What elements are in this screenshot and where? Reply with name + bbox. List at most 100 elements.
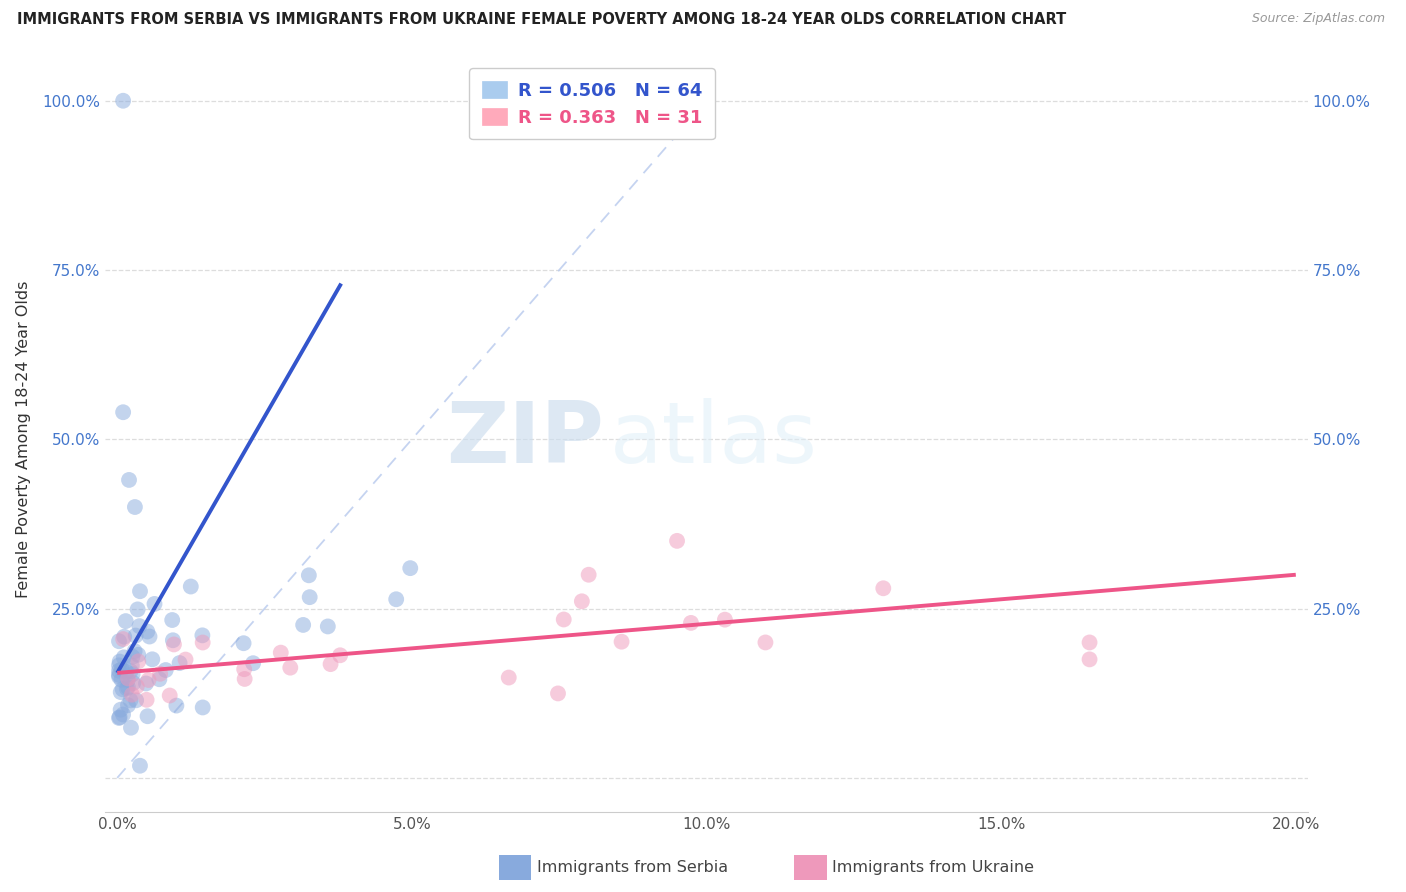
Point — [111, 662, 134, 676]
Point — [547, 686, 569, 700]
Point — [108, 634, 131, 648]
Point — [316, 619, 339, 633]
Point — [148, 672, 170, 686]
Point — [872, 582, 894, 596]
Point — [136, 624, 159, 639]
Point — [159, 689, 181, 703]
Point — [124, 644, 146, 658]
Text: IMMIGRANTS FROM SERBIA VS IMMIGRANTS FROM UKRAINE FEMALE POVERTY AMONG 18-24 YEA: IMMIGRANTS FROM SERBIA VS IMMIGRANTS FRO… — [17, 12, 1066, 27]
Point — [232, 636, 254, 650]
Text: Immigrants from Ukraine: Immigrants from Ukraine — [832, 860, 1035, 874]
Point — [163, 637, 186, 651]
Point — [108, 710, 131, 724]
Point — [292, 618, 315, 632]
Point — [111, 682, 134, 697]
Point — [124, 629, 146, 643]
Point — [121, 658, 143, 673]
Point — [1078, 635, 1101, 649]
Text: atlas: atlas — [610, 398, 818, 481]
Point — [124, 500, 146, 514]
Point — [112, 630, 135, 644]
Point — [120, 664, 142, 678]
Point — [141, 652, 163, 666]
Point — [110, 703, 132, 717]
Text: ZIP: ZIP — [447, 398, 605, 481]
Point — [169, 656, 191, 670]
Point — [233, 662, 256, 676]
Point — [108, 668, 131, 682]
Point — [127, 648, 149, 662]
Point — [191, 635, 214, 649]
Point — [136, 709, 159, 723]
Point — [191, 628, 214, 642]
Point — [117, 672, 139, 686]
Point — [143, 597, 166, 611]
Point — [138, 673, 160, 687]
Point — [121, 667, 143, 681]
Point — [233, 672, 256, 686]
Point — [754, 635, 776, 649]
Legend: R = 0.506   N = 64, R = 0.363   N = 31: R = 0.506 N = 64, R = 0.363 N = 31 — [470, 69, 714, 139]
Point — [129, 584, 152, 599]
Point — [298, 568, 321, 582]
Point — [112, 632, 135, 646]
Point — [135, 676, 157, 690]
Point — [110, 685, 132, 699]
Point — [121, 688, 143, 702]
Point — [298, 590, 321, 604]
Point — [121, 649, 143, 664]
Point — [135, 693, 157, 707]
Point — [128, 619, 150, 633]
Text: Immigrants from Serbia: Immigrants from Serbia — [537, 860, 728, 874]
Point — [155, 663, 177, 677]
Point — [270, 646, 292, 660]
Y-axis label: Female Poverty Among 18-24 Year Olds: Female Poverty Among 18-24 Year Olds — [17, 281, 31, 598]
Point — [120, 693, 142, 707]
Point — [666, 533, 689, 548]
Point — [578, 567, 600, 582]
Point — [118, 473, 141, 487]
Point — [127, 654, 149, 668]
Point — [1078, 652, 1101, 666]
Point — [191, 700, 214, 714]
Point — [125, 693, 148, 707]
Point — [278, 660, 301, 674]
Point — [125, 679, 148, 693]
Point — [117, 698, 139, 713]
Point — [319, 657, 342, 672]
Point — [117, 680, 139, 694]
Point — [498, 671, 520, 685]
Point — [571, 594, 593, 608]
Point — [108, 655, 131, 669]
Point — [714, 613, 737, 627]
Point — [329, 648, 352, 663]
Point — [162, 633, 184, 648]
Point — [399, 561, 422, 575]
Point — [129, 758, 152, 772]
Point — [117, 673, 139, 687]
Point — [108, 658, 131, 673]
Point — [553, 612, 575, 626]
Point — [180, 580, 202, 594]
Point — [112, 650, 135, 665]
Point — [385, 592, 408, 607]
Point — [120, 721, 142, 735]
Point — [108, 670, 131, 684]
Point — [110, 673, 132, 687]
Point — [112, 94, 135, 108]
Text: Source: ZipAtlas.com: Source: ZipAtlas.com — [1251, 12, 1385, 25]
Point — [174, 652, 197, 666]
Point — [149, 666, 172, 681]
Point — [679, 615, 702, 630]
Point — [112, 405, 135, 419]
Point — [115, 681, 138, 696]
Point — [114, 614, 136, 628]
Point — [122, 676, 145, 690]
Point — [160, 613, 183, 627]
Point — [127, 602, 149, 616]
Point — [610, 634, 633, 648]
Point — [108, 711, 131, 725]
Point — [165, 698, 187, 713]
Point — [242, 657, 264, 671]
Point — [115, 665, 138, 679]
